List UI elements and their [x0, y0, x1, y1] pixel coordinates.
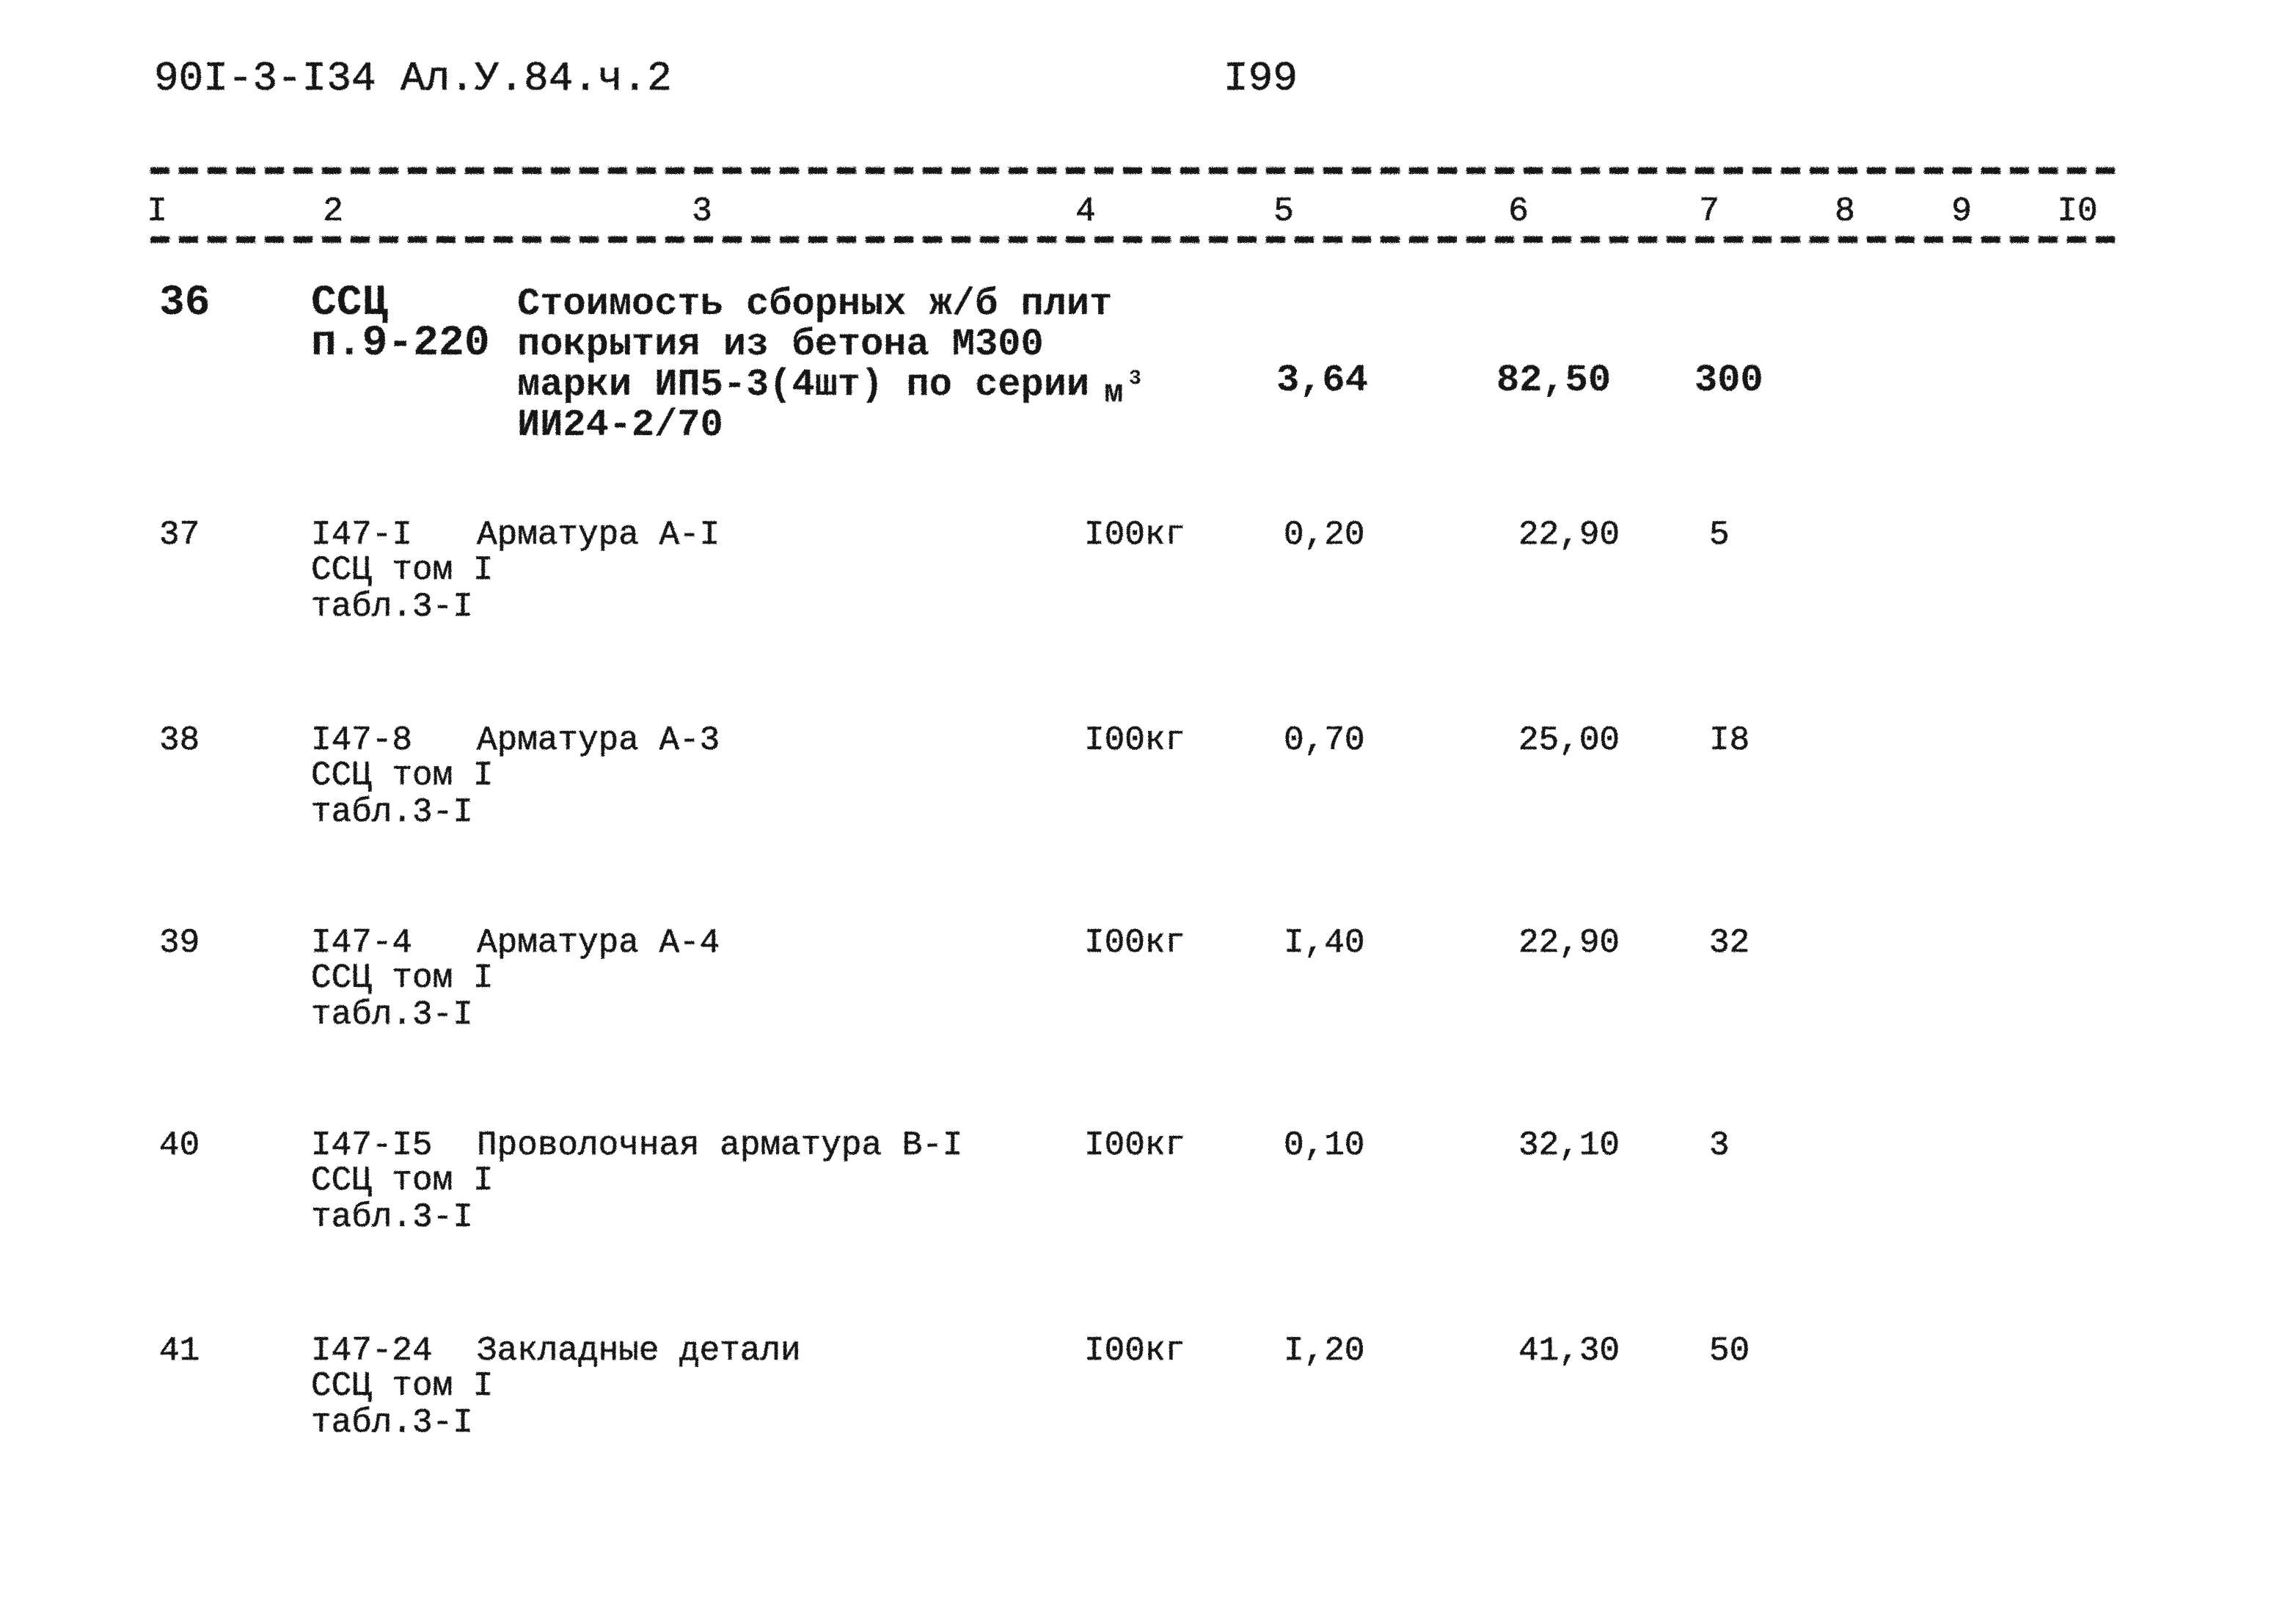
svg-text:I47-I: I47-I [311, 516, 412, 554]
svg-text:I99: I99 [1224, 55, 1298, 102]
svg-text:ССЦ том I: ССЦ том I [311, 1367, 493, 1405]
svg-text:Стоимость сборных ж/б плит: Стоимость сборных ж/б плит [517, 282, 1112, 326]
svg-text:ССЦ том I: ССЦ том I [311, 959, 493, 997]
svg-text:покрытия из бетона М300: покрытия из бетона М300 [517, 323, 1044, 366]
svg-text:3: 3 [692, 192, 712, 230]
svg-text:I,20: I,20 [1284, 1332, 1364, 1370]
svg-text:5: 5 [1709, 516, 1730, 554]
svg-text:I47-24: I47-24 [311, 1332, 433, 1370]
svg-text:300: 300 [1694, 359, 1763, 402]
svg-text:5: 5 [1273, 192, 1294, 230]
svg-text:ССЦ том I: ССЦ том I [311, 1162, 493, 1200]
svg-text:39: 39 [159, 924, 200, 962]
svg-text:32: 32 [1709, 924, 1750, 962]
svg-text:36: 36 [159, 280, 211, 327]
svg-text:табл.3-I: табл.3-I [311, 1404, 473, 1442]
svg-text:ИИ24-2/70: ИИ24-2/70 [517, 404, 723, 447]
svg-text:I47-4: I47-4 [311, 924, 412, 962]
svg-text:Арматура А-4: Арматура А-4 [477, 924, 720, 962]
svg-text:3,64: 3,64 [1276, 359, 1368, 402]
svg-text:6: 6 [1508, 192, 1529, 230]
svg-text:38: 38 [159, 721, 200, 759]
svg-text:I47-I5: I47-I5 [311, 1126, 433, 1164]
svg-text:3: 3 [1129, 368, 1141, 390]
svg-text:I00кг: I00кг [1084, 924, 1185, 962]
svg-text:0,70: 0,70 [1284, 721, 1364, 759]
svg-text:п.9-220: п.9-220 [311, 320, 490, 368]
svg-text:I00кг: I00кг [1084, 516, 1185, 554]
svg-text:Проволочная арматура В-I: Проволочная арматура В-I [477, 1126, 963, 1164]
svg-text:I00кг: I00кг [1084, 721, 1185, 759]
svg-text:37: 37 [159, 516, 200, 554]
svg-text:табл.3-I: табл.3-I [311, 996, 473, 1034]
svg-text:I47-8: I47-8 [311, 721, 412, 759]
svg-text:табл.3-I: табл.3-I [311, 793, 473, 831]
svg-text:90I-3-I34 Ал.У.84.ч.2: 90I-3-I34 Ал.У.84.ч.2 [154, 55, 672, 102]
svg-text:I00кг: I00кг [1084, 1126, 1185, 1164]
svg-text:Арматура А-3: Арматура А-3 [477, 721, 720, 759]
svg-text:Арматура А-I: Арматура А-I [477, 516, 720, 554]
svg-text:табл.3-I: табл.3-I [311, 588, 473, 626]
svg-text:4: 4 [1075, 192, 1096, 230]
svg-text:41,30: 41,30 [1518, 1332, 1620, 1370]
svg-text:Закладные детали: Закладные детали [477, 1332, 801, 1370]
svg-text:41: 41 [159, 1332, 200, 1370]
svg-text:3: 3 [1709, 1126, 1730, 1164]
svg-text:0,10: 0,10 [1284, 1126, 1364, 1164]
svg-text:I0: I0 [2057, 192, 2097, 230]
svg-text:марки ИП5-3(4шт) по серии: марки ИП5-3(4шт) по серии [517, 363, 1089, 407]
svg-text:22,90: 22,90 [1518, 516, 1620, 554]
svg-text:82,50: 82,50 [1496, 359, 1611, 402]
svg-text:32,10: 32,10 [1518, 1126, 1620, 1164]
svg-text:40: 40 [159, 1126, 200, 1164]
svg-text:I00кг: I00кг [1084, 1332, 1185, 1370]
svg-text:I,40: I,40 [1284, 924, 1364, 962]
svg-text:табл.3-I: табл.3-I [311, 1198, 473, 1236]
svg-text:I: I [147, 192, 167, 230]
svg-text:8: 8 [1835, 192, 1855, 230]
svg-text:22,90: 22,90 [1518, 924, 1620, 962]
svg-text:9: 9 [1951, 192, 1972, 230]
svg-text:м: м [1104, 375, 1123, 412]
svg-text:7: 7 [1699, 192, 1719, 230]
svg-text:ССЦ том I: ССЦ том I [311, 551, 493, 589]
svg-text:25,00: 25,00 [1518, 721, 1620, 759]
svg-text:I8: I8 [1709, 721, 1750, 759]
svg-text:2: 2 [323, 192, 343, 230]
svg-text:50: 50 [1709, 1332, 1750, 1370]
svg-text:0,20: 0,20 [1284, 516, 1364, 554]
svg-text:ССЦ том I: ССЦ том I [311, 757, 493, 795]
